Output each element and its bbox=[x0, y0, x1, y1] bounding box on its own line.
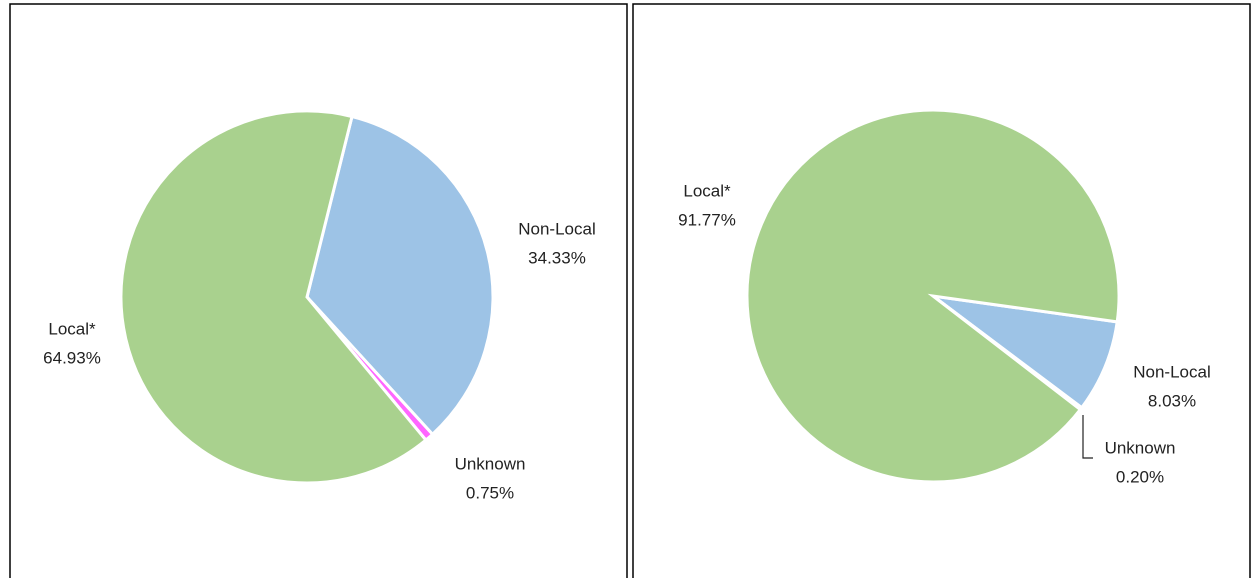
slice-category: Unknown bbox=[1105, 438, 1176, 457]
slice-value-label: 0.20% bbox=[1116, 467, 1164, 486]
slice-value-label: 0.75% bbox=[466, 483, 514, 502]
slice-value-label: 64.93% bbox=[43, 348, 101, 367]
panel-border bbox=[632, 3, 1251, 578]
slice-value-label: 91.77% bbox=[678, 210, 736, 229]
slice-value-label: 8.03% bbox=[1148, 391, 1196, 410]
slice-value-label: 34.33% bbox=[528, 248, 586, 267]
slice-category: Unknown bbox=[455, 454, 526, 473]
leader-line bbox=[1082, 415, 1093, 459]
pie-slice bbox=[932, 294, 1119, 410]
pie-slice bbox=[305, 114, 495, 437]
slice-category: Local* bbox=[683, 181, 731, 200]
pie-slice bbox=[119, 109, 428, 485]
slice-category: Local* bbox=[48, 319, 96, 338]
slice-category: Non-Local bbox=[1133, 362, 1211, 381]
panel-border bbox=[9, 3, 628, 578]
pie-slice bbox=[745, 108, 1121, 484]
slice-category: Non-Local bbox=[518, 219, 596, 238]
